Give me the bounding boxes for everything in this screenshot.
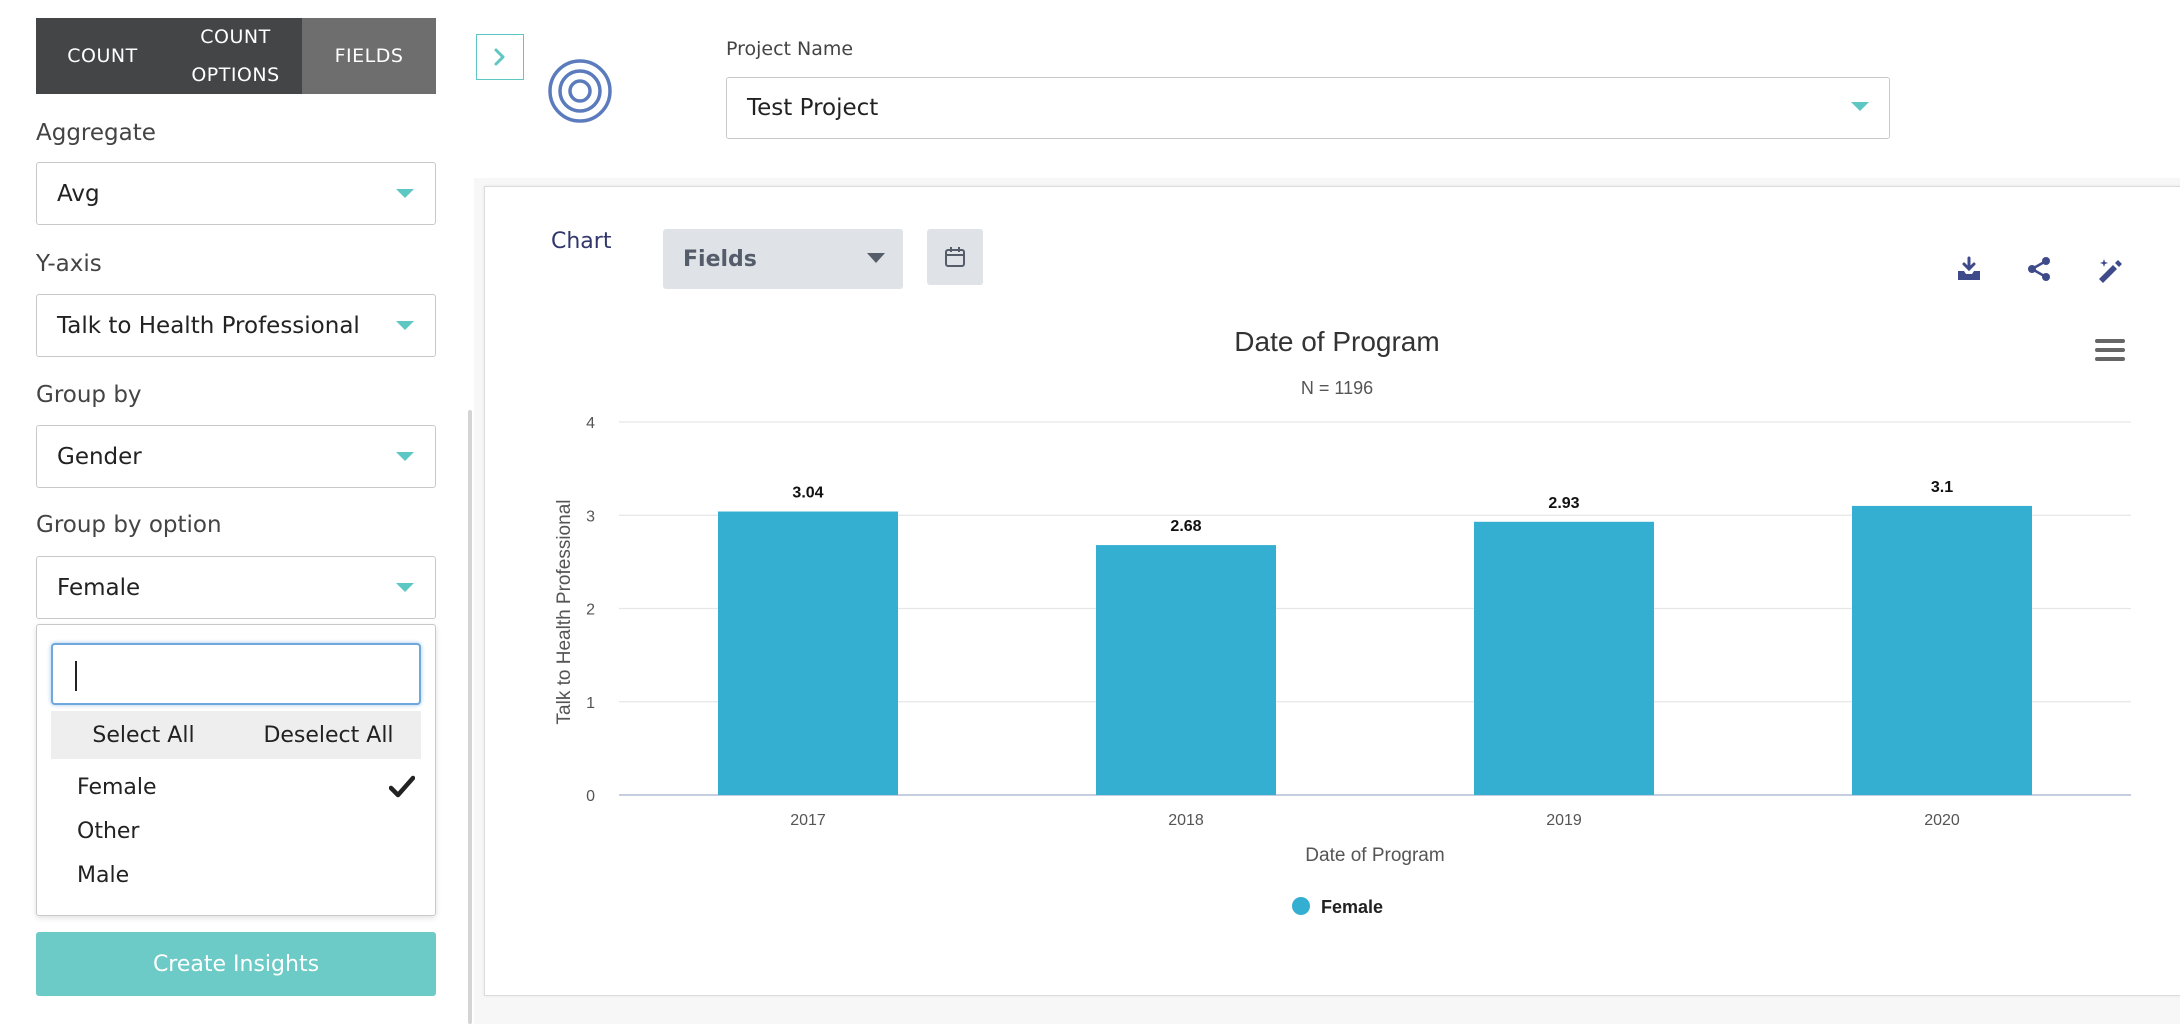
chart-y-axis-label: Talk to Health Professional — [554, 500, 575, 725]
tab-count-options[interactable]: COUNT OPTIONS — [169, 18, 302, 94]
download-tray-icon — [1958, 256, 1980, 280]
caret-down-icon — [1851, 102, 1869, 111]
data-label: 2.93 — [1548, 495, 1579, 512]
option-male[interactable]: Male — [77, 863, 130, 888]
text-cursor — [75, 661, 77, 691]
yaxis-value: Talk to Health Professional — [57, 312, 360, 339]
caret-down-icon — [396, 321, 414, 330]
aggregate-value: Avg — [57, 180, 100, 207]
y-tick-label: 2 — [586, 602, 595, 619]
edit-button[interactable] — [2091, 251, 2127, 287]
caret-down-icon — [867, 253, 885, 263]
checkmark-icon — [389, 775, 415, 798]
chart-y-ticks: 0 1 2 3 4 — [586, 415, 595, 805]
tab-count-label: COUNT — [67, 45, 138, 67]
x-tick-label: 2020 — [1924, 812, 1960, 829]
select-all-button[interactable]: Select All — [92, 722, 195, 748]
chart-x-axis-label: Date of Program — [1305, 845, 1444, 866]
data-label: 3.1 — [1931, 479, 1953, 496]
chart-bar[interactable] — [718, 511, 898, 795]
chart-bar[interactable] — [1474, 521, 1654, 795]
panel-scrollbar[interactable] — [468, 410, 472, 1024]
tab-count[interactable]: COUNT — [36, 18, 169, 94]
x-tick-label: 2019 — [1546, 812, 1582, 829]
tab-bar: COUNT COUNT OPTIONS FIELDS — [36, 18, 436, 94]
aggregate-select[interactable]: Avg — [36, 162, 436, 225]
chart-legend[interactable]: Female — [1292, 897, 1383, 917]
yaxis-select[interactable]: Talk to Health Professional — [36, 294, 436, 357]
chart-title: Date of Program — [1234, 326, 1439, 357]
chart-bar[interactable] — [1096, 545, 1276, 795]
yaxis-label: Y-axis — [36, 251, 102, 277]
tab-count-options-label-1: COUNT — [200, 26, 271, 48]
caret-down-icon — [396, 452, 414, 461]
magic-pen-icon — [2099, 259, 2122, 283]
group-by-option-value: Female — [57, 574, 141, 601]
caret-down-icon — [396, 583, 414, 592]
tab-fields-label: FIELDS — [334, 45, 404, 67]
tab-count-options-label-2: OPTIONS — [191, 64, 280, 86]
chart-bar[interactable] — [1852, 505, 2032, 795]
group-by-option-dropdown: Select All Deselect All Female Other Mal… — [36, 624, 436, 916]
tab-fields[interactable]: FIELDS — [302, 18, 436, 94]
option-other[interactable]: Other — [77, 819, 140, 844]
project-name-label: Project Name — [726, 38, 854, 60]
chevron-right-icon — [494, 48, 505, 66]
calendar-button[interactable] — [927, 229, 983, 285]
legend-marker — [1292, 897, 1310, 915]
x-tick-label: 2018 — [1168, 812, 1204, 829]
aggregate-label: Aggregate — [36, 120, 156, 146]
tab-chart[interactable]: Chart — [551, 229, 612, 254]
share-button[interactable] — [2021, 251, 2057, 287]
data-label: 3.04 — [792, 485, 823, 502]
chart-x-ticks: 2017 2018 2019 2020 — [790, 812, 1960, 829]
chart-card: Chart Fields — [484, 186, 2180, 996]
chart-bars: 3.04 2.68 2.93 3.1 — [718, 479, 2032, 795]
bar-chart: Date of Program N = 1196 0 1 2 3 4 3.04 2.68 2… — [554, 326, 2131, 917]
y-tick-label: 0 — [586, 788, 595, 805]
y-tick-label: 3 — [586, 508, 595, 525]
y-tick-label: 1 — [586, 695, 595, 712]
fields-dropdown-label: Fields — [683, 246, 757, 272]
project-name-select[interactable]: Test Project — [726, 77, 1890, 139]
x-tick-label: 2017 — [790, 812, 826, 829]
group-by-value: Gender — [57, 443, 142, 470]
group-by-option-select[interactable]: Female — [36, 556, 436, 619]
hamburger-menu-icon[interactable] — [2093, 335, 2127, 365]
calendar-icon — [945, 247, 965, 267]
group-by-label: Group by — [36, 382, 142, 408]
group-by-select[interactable]: Gender — [36, 425, 436, 488]
target-icon — [548, 59, 612, 123]
project-name-value: Test Project — [747, 95, 879, 121]
caret-down-icon — [396, 189, 414, 198]
left-panel: COUNT COUNT OPTIONS FIELDS Aggregate Avg… — [0, 0, 472, 1024]
legend-label: Female — [1321, 897, 1383, 917]
y-tick-label: 4 — [586, 415, 595, 432]
option-female[interactable]: Female — [77, 775, 157, 800]
data-label: 2.68 — [1170, 518, 1201, 535]
share-icon — [2028, 257, 2050, 281]
download-button[interactable] — [1951, 251, 1987, 287]
sidebar-toggle-button[interactable] — [476, 34, 524, 80]
fields-dropdown[interactable]: Fields — [663, 229, 903, 289]
group-by-option-label: Group by option — [36, 512, 222, 538]
dropdown-search-input[interactable] — [51, 643, 421, 705]
chart-subtitle: N = 1196 — [1301, 378, 1373, 398]
create-insights-button[interactable]: Create Insights — [36, 932, 436, 996]
dropdown-actions: Select All Deselect All — [51, 711, 421, 759]
deselect-all-button[interactable]: Deselect All — [263, 722, 394, 748]
